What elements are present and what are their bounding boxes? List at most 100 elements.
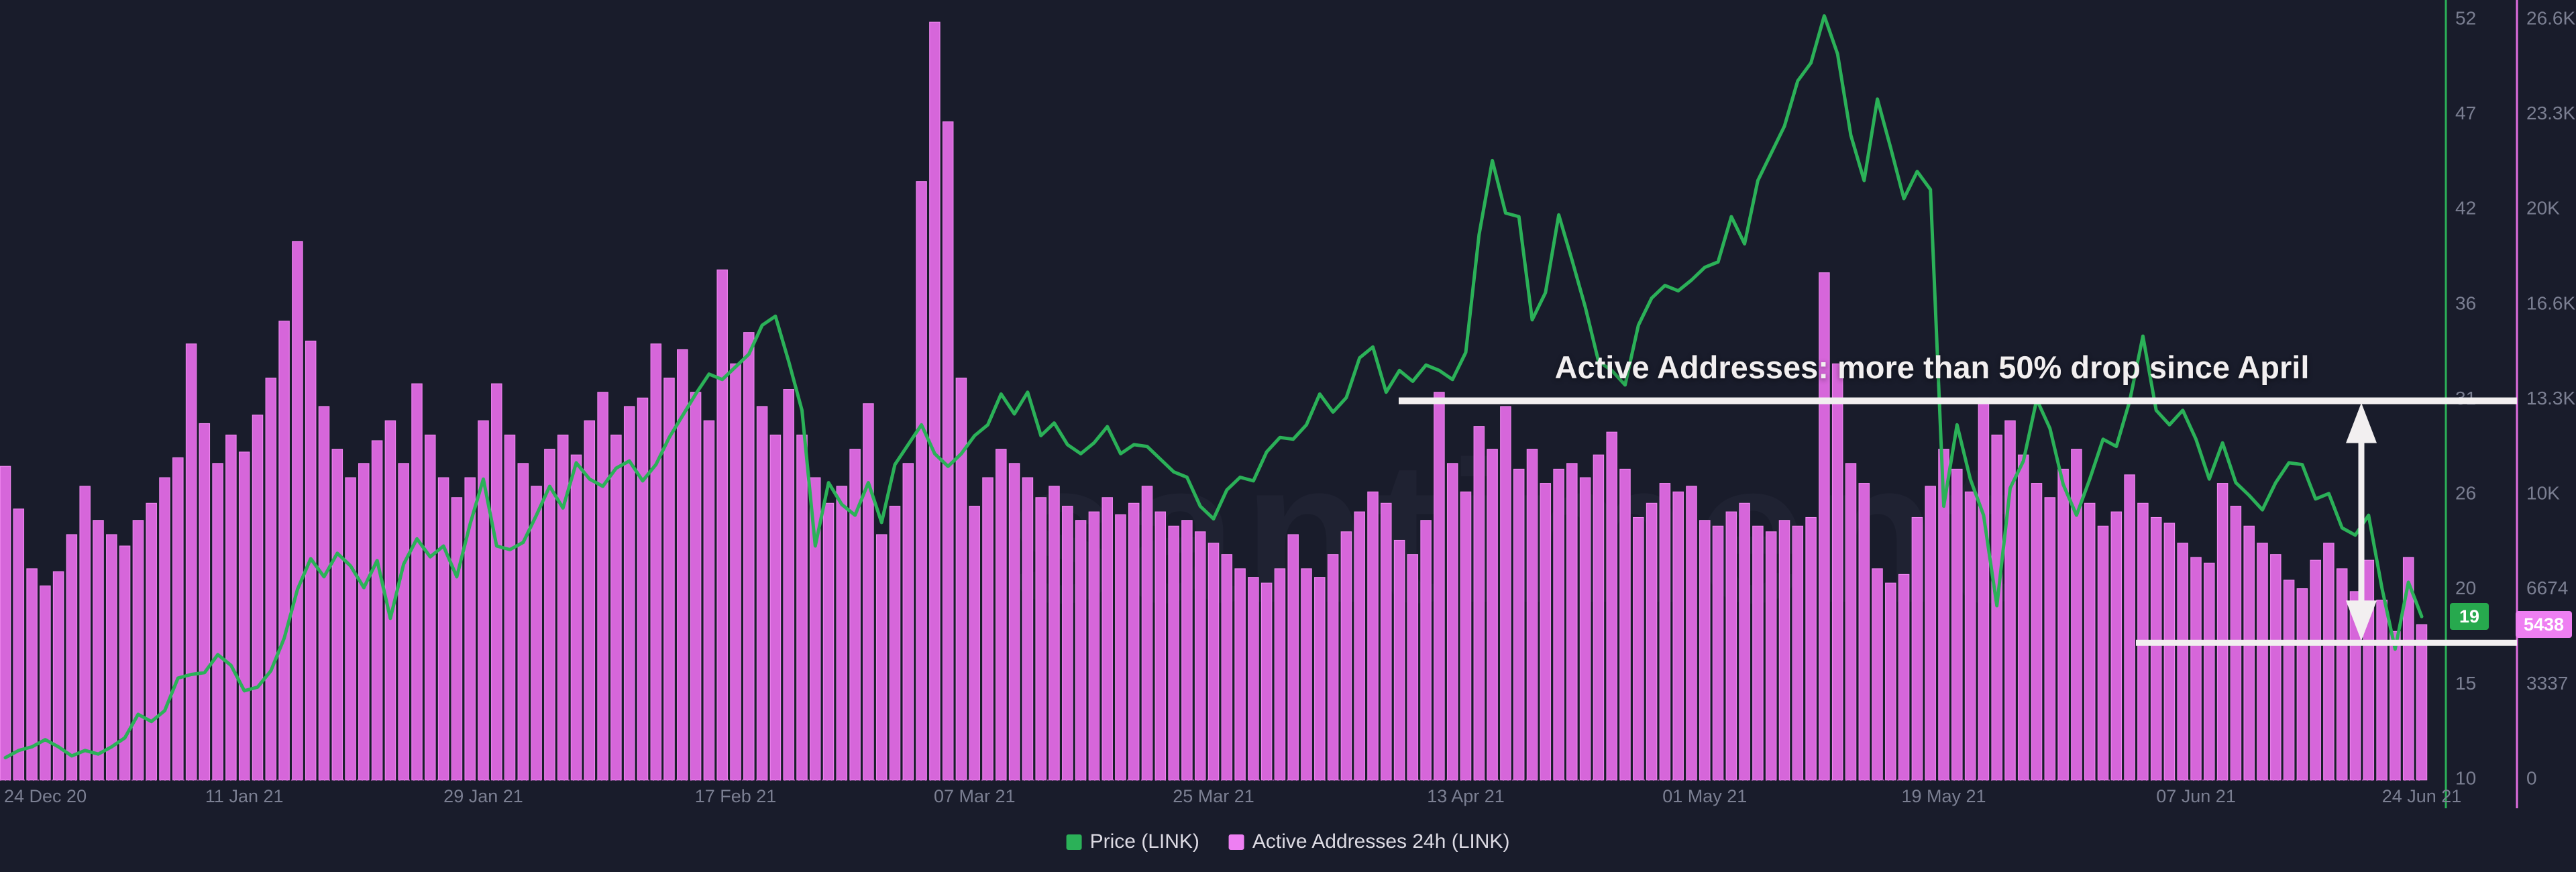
active-addresses-bar xyxy=(1633,516,1644,781)
active-addresses-bar xyxy=(1579,477,1591,781)
active-addresses-bar xyxy=(1699,520,1711,781)
active-addresses-bar xyxy=(557,434,569,781)
active-addresses-bar xyxy=(2044,497,2056,781)
legend-item-active-addresses[interactable]: Active Addresses 24h (LINK) xyxy=(1228,830,1510,853)
price-tick-label: 26 xyxy=(2455,483,2476,504)
active-addresses-bar xyxy=(2057,468,2069,781)
active-addresses-bar xyxy=(650,343,662,781)
active-addresses-bar xyxy=(345,477,356,781)
active-addresses-bar xyxy=(663,378,675,781)
active-addresses-bar xyxy=(902,463,914,781)
date-tick-label: 24 Dec 20 xyxy=(4,786,87,806)
active-addresses-bar xyxy=(318,406,330,781)
arrow-down-icon xyxy=(2346,600,2377,641)
annotation-arrow-shaft xyxy=(2358,438,2365,606)
active-addresses-bar xyxy=(1181,520,1193,781)
price-tick-label: 42 xyxy=(2455,198,2476,219)
active-addresses-bar xyxy=(2310,559,2321,781)
active-addresses-bar xyxy=(79,486,91,781)
active-addresses-bar xyxy=(1938,449,1949,781)
active-addresses-bar xyxy=(2257,543,2268,781)
active-addresses-bar xyxy=(1619,468,1631,781)
active-addresses-bar xyxy=(517,463,529,781)
active-addresses-bar xyxy=(637,397,649,781)
date-tick-label: 29 Jan 21 xyxy=(443,786,523,806)
active-addresses-bar xyxy=(2402,557,2414,781)
active-addresses-bar xyxy=(212,463,223,781)
active-addresses-bar xyxy=(1128,502,1140,781)
active-addresses-bar xyxy=(982,477,994,781)
price-tick-label: 20 xyxy=(2455,578,2476,598)
active-addresses-bar xyxy=(2177,543,2188,781)
price-tick-label: 36 xyxy=(2455,292,2476,313)
active-addresses-bar xyxy=(690,392,702,781)
active-addresses-bar xyxy=(106,534,117,781)
active-addresses-bar xyxy=(2017,454,2029,781)
active-addresses-bar xyxy=(1008,463,1020,781)
active-addresses-bar xyxy=(1049,486,1060,781)
active-addresses-bar xyxy=(969,506,980,781)
active-addresses-bar xyxy=(1367,491,1379,781)
active-addresses-bar xyxy=(411,383,423,781)
legend-label-active-addresses: Active Addresses 24h (LINK) xyxy=(1252,830,1510,853)
active-addresses-bar xyxy=(292,241,303,781)
active-addresses-bar xyxy=(743,332,755,781)
active-addresses-bar xyxy=(93,520,104,781)
active-addresses-bar xyxy=(1951,468,1963,781)
addresses-tick-label: 13.3K xyxy=(2526,388,2575,408)
active-addresses-bar xyxy=(875,534,888,781)
active-addresses-bar xyxy=(1872,568,1883,781)
active-addresses-bar xyxy=(2363,559,2375,781)
active-addresses-bar xyxy=(238,451,250,781)
active-addresses-bar xyxy=(1752,525,1764,781)
active-addresses-bar xyxy=(531,486,542,781)
active-addresses-bar xyxy=(2336,568,2348,781)
active-addresses-bar xyxy=(544,449,555,781)
addresses-tick-label: 3337 xyxy=(2526,673,2568,694)
active-addresses-bar xyxy=(1991,434,2002,781)
active-addresses-bar xyxy=(2084,502,2096,781)
active-addresses-bar xyxy=(1354,511,1365,781)
active-addresses-bar xyxy=(2283,580,2295,781)
addresses-tick-label: 6674 xyxy=(2526,578,2568,598)
active-addresses-bar xyxy=(1287,534,1299,781)
active-addresses-bar xyxy=(1473,426,1485,781)
active-addresses-bar xyxy=(2097,525,2109,781)
active-addresses-bar xyxy=(1035,497,1046,781)
active-addresses-bar xyxy=(2124,474,2135,781)
active-addresses-bar xyxy=(1327,554,1339,781)
active-addresses-bar xyxy=(185,343,197,781)
active-addresses-bar xyxy=(570,454,582,781)
active-addresses-bar xyxy=(26,568,38,781)
active-addresses-bar xyxy=(1978,397,1990,781)
active-addresses-bar xyxy=(1274,568,1286,781)
legend: Price (LINK) Active Addresses 24h (LINK) xyxy=(1066,830,1510,853)
active-addresses-bar xyxy=(1487,449,1498,781)
active-addresses-bar xyxy=(132,520,144,781)
active-addresses-bar xyxy=(1646,502,1658,781)
active-addresses-bar xyxy=(1221,554,1233,781)
active-addresses-bar xyxy=(769,434,782,781)
price-last-value-badge: 19 xyxy=(2450,603,2489,631)
legend-item-price[interactable]: Price (LINK) xyxy=(1066,830,1199,853)
date-tick-label: 07 Mar 21 xyxy=(934,786,1016,806)
active-addresses-bar xyxy=(1381,502,1392,781)
active-addresses-bar xyxy=(677,349,688,781)
legend-label-price: Price (LINK) xyxy=(1089,830,1199,853)
date-tick-label: 17 Feb 21 xyxy=(695,786,777,806)
active-addresses-bar xyxy=(278,321,290,781)
active-addresses-bar xyxy=(1593,454,1605,781)
active-addresses-bar xyxy=(597,392,608,781)
active-addresses-bar xyxy=(1778,520,1790,781)
active-addresses-bar xyxy=(1765,531,1777,781)
date-tick-label: 13 Apr 21 xyxy=(1427,786,1505,806)
annotation-text: Active Addresses: more than 50% drop sin… xyxy=(1554,349,2310,385)
active-addresses-bar xyxy=(1925,486,1936,781)
active-addresses-bar xyxy=(2163,523,2176,781)
price-tick-label: 10 xyxy=(2455,767,2476,788)
active-addresses-bar xyxy=(1194,531,1206,781)
addresses-tick-label: 0 xyxy=(2526,767,2537,788)
active-addresses-bar xyxy=(836,486,848,781)
